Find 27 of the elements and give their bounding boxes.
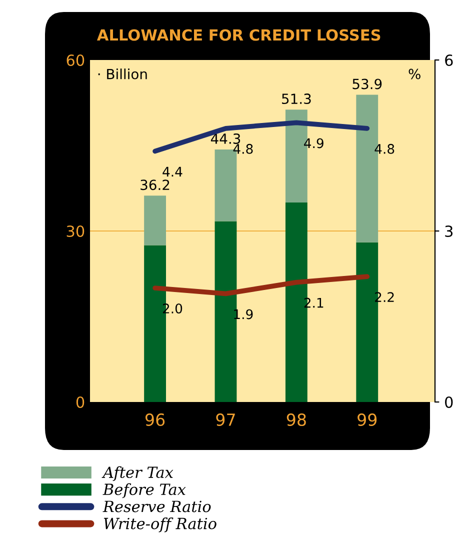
total-label: 53.9 [352, 78, 382, 90]
data-label: 4.8 [374, 144, 394, 154]
y2-axis-title: % [408, 68, 420, 80]
y2-tick-label: 3 [445, 225, 453, 238]
chart-title: ALLOWANCE FOR CREDIT LOSSES [96, 29, 380, 41]
data-label: 4.8 [233, 144, 253, 154]
line-series [152, 274, 370, 296]
total-label: 51.3 [282, 94, 311, 104]
y-axis-title: · Billion [98, 68, 147, 80]
total-label: 44.3 [210, 133, 240, 144]
legend-label: Write-off Ratio [104, 517, 216, 532]
legend-label: Before Tax [102, 483, 186, 498]
x-tick-label: 99 [358, 413, 377, 426]
y2-tick-label: 0 [445, 396, 453, 408]
y-tick-label: 0 [76, 396, 84, 408]
x-tick-label: 98 [286, 413, 306, 426]
x-tick-label: 96 [145, 413, 165, 426]
data-label: 4.9 [304, 138, 324, 148]
legend-label: Reserve Ratio [102, 500, 211, 512]
bar [144, 196, 166, 246]
y-tick-label: 30 [66, 225, 84, 238]
y2-tick-label: 6 [445, 54, 453, 66]
y-tick-label: 60 [66, 54, 84, 66]
data-label: 4.4 [162, 166, 182, 177]
total-label: 36.2 [140, 180, 170, 190]
x-tick-label: 97 [216, 413, 235, 426]
legend-label: After Tax [102, 466, 174, 482]
